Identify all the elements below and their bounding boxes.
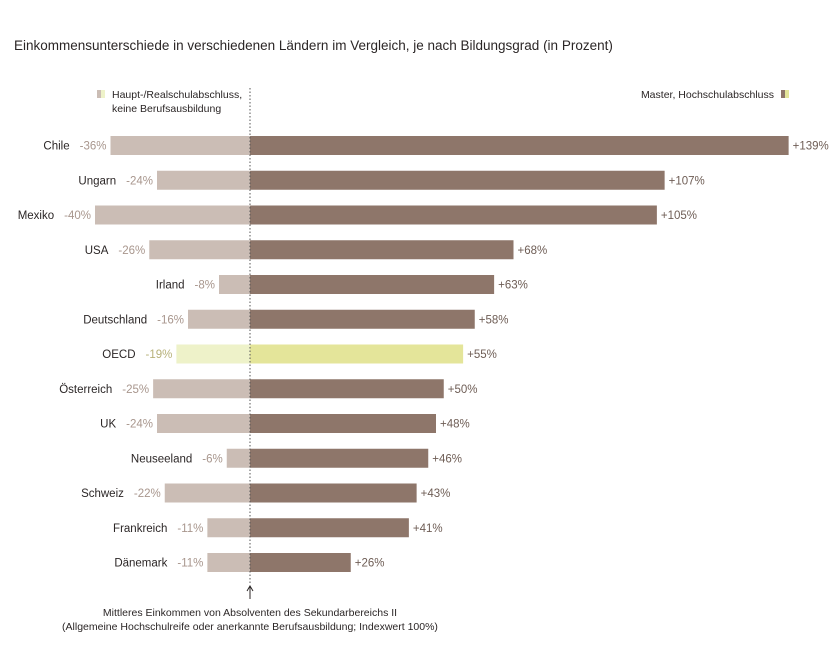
bar-positive-neuseeland	[250, 448, 429, 468]
value-label-positive-österreich: +50%	[448, 384, 478, 396]
bar-positive-oecd	[250, 344, 464, 364]
bar-positive-dänemark	[250, 553, 351, 572]
category-label-österreich: Österreich	[59, 384, 112, 396]
legend-right-swatch	[781, 90, 789, 98]
value-label-negative-schweiz: -22%	[134, 488, 161, 500]
footnote-line-1: Mittleres Einkommen von Absolventen des …	[102, 607, 398, 619]
bar-negative-chile	[110, 136, 250, 155]
value-label-negative-mexiko: -40%	[64, 210, 91, 222]
bar-negative-uk	[157, 414, 250, 433]
value-label-negative-ungarn: -24%	[126, 175, 153, 187]
value-label-positive-chile: +139%	[793, 141, 829, 153]
value-label-positive-uk: +48%	[440, 419, 470, 431]
value-label-positive-mexiko: +105%	[661, 210, 697, 222]
bar-negative-österreich	[153, 379, 250, 399]
bar-positive-frankreich	[250, 518, 409, 538]
bar-positive-uk	[250, 414, 436, 433]
value-label-negative-chile: -36%	[80, 141, 107, 153]
chart-title: Einkommensunterschiede in verschiedenen …	[14, 38, 613, 53]
value-label-negative-österreich: -25%	[122, 384, 149, 396]
bar-negative-neuseeland	[226, 448, 250, 468]
value-label-positive-neuseeland: +46%	[432, 453, 462, 465]
bar-positive-ungarn	[250, 170, 665, 190]
category-label-irland: Irland	[156, 280, 185, 292]
category-label-deutschland: Deutschland	[83, 314, 147, 326]
bar-negative-frankreich	[207, 518, 250, 538]
legend-left: Haupt-/Realschulabschluss, keine Berufsa…	[97, 88, 252, 116]
bar-negative-dänemark	[207, 553, 250, 572]
bar-positive-usa	[250, 240, 514, 260]
bar-positive-österreich	[250, 379, 444, 399]
bar-negative-irland	[219, 275, 250, 294]
category-label-usa: USA	[85, 245, 109, 257]
value-label-negative-usa: -26%	[118, 245, 145, 257]
legend-left-swatch	[97, 90, 105, 98]
legend-right-label: Master, Hochschulabschluss	[640, 89, 774, 101]
value-label-negative-dänemark: -11%	[177, 558, 203, 570]
category-label-neuseeland: Neuseeland	[131, 453, 192, 465]
value-label-negative-uk: -24%	[126, 419, 153, 431]
value-label-positive-usa: +68%	[518, 245, 548, 257]
value-label-positive-dänemark: +26%	[355, 558, 385, 570]
bar-negative-ungarn	[157, 170, 250, 190]
value-label-positive-irland: +63%	[498, 280, 528, 292]
value-label-positive-ungarn: +107%	[669, 175, 705, 187]
bar-positive-irland	[250, 275, 495, 294]
category-label-schweiz: Schweiz	[81, 488, 124, 500]
category-label-mexiko: Mexiko	[18, 210, 54, 222]
bar-negative-oecd	[176, 344, 250, 364]
bar-negative-schweiz	[164, 483, 250, 503]
value-label-negative-frankreich: -11%	[177, 523, 203, 535]
bar-positive-deutschland	[250, 309, 475, 329]
baseline-arrow-icon	[246, 585, 254, 592]
value-label-negative-irland: -8%	[195, 280, 215, 292]
bar-negative-mexiko	[95, 205, 250, 225]
category-label-frankreich: Frankreich	[113, 523, 167, 535]
value-label-positive-schweiz: +43%	[421, 488, 451, 500]
category-label-dänemark: Dänemark	[114, 558, 167, 570]
category-label-oecd: OECD	[102, 349, 135, 361]
category-label-ungarn: Ungarn	[78, 175, 116, 187]
value-label-positive-deutschland: +58%	[479, 314, 509, 326]
bar-positive-schweiz	[250, 483, 417, 503]
value-label-positive-frankreich: +41%	[413, 523, 443, 535]
bar-negative-deutschland	[188, 309, 250, 329]
legend-right: Master, Hochschulabschluss	[600, 88, 789, 102]
category-label-chile: Chile	[43, 141, 69, 153]
value-label-negative-oecd: -19%	[146, 349, 173, 361]
category-label-uk: UK	[100, 419, 116, 431]
footnote: Mittleres Einkommen von Absolventen des …	[40, 606, 460, 634]
bar-positive-chile	[250, 136, 789, 155]
bar-negative-usa	[149, 240, 250, 260]
bar-positive-mexiko	[250, 205, 657, 225]
value-label-negative-deutschland: -16%	[157, 314, 184, 326]
value-label-negative-neuseeland: -6%	[202, 453, 222, 465]
legend-left-label: Haupt-/Realschulabschluss, keine Berufsa…	[112, 89, 243, 115]
footnote-line-2: (Allgemeine Hochschulreife oder anerkann…	[62, 621, 438, 633]
value-label-positive-oecd: +55%	[467, 349, 497, 361]
